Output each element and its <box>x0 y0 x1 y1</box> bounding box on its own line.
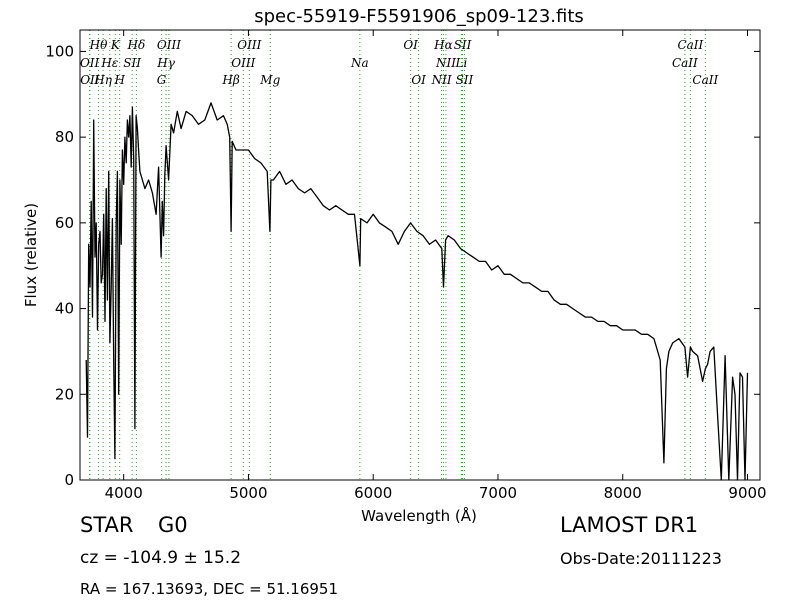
spectral-line-label: G <box>157 73 167 87</box>
spectral-line-label: H <box>113 73 125 87</box>
object-class: STAR <box>80 513 134 537</box>
object-subclass: G0 <box>158 513 188 537</box>
spectral-line-label: OII <box>80 73 100 87</box>
spectral-line-label: Na <box>350 56 369 70</box>
spectral-line-label: CaII <box>677 38 703 52</box>
x-tick-label: 6000 <box>354 484 392 502</box>
redshift-cz: cz = -104.9 ± 15.2 <box>80 548 242 568</box>
chart-title: spec-55919-F5591906_sp09-123.fits <box>254 6 584 27</box>
spectral-line-label: OI <box>403 38 418 52</box>
spectral-line-label: SII <box>456 73 474 87</box>
spectral-line-label: Hθ <box>89 38 108 52</box>
spectrum-series <box>85 102 749 481</box>
spectral-line-label: OIII <box>237 38 261 52</box>
observation-date: Obs-Date:20111223 <box>560 549 722 568</box>
coordinates-radec: RA = 167.13693, DEC = 51.16951 <box>80 580 339 598</box>
y-tick-label: 20 <box>55 385 74 403</box>
y-tick-label: 100 <box>45 42 74 60</box>
spectral-line-label: Hε <box>100 56 118 70</box>
y-tick-label: 60 <box>55 214 74 232</box>
x-axis-label: Wavelength (Å) <box>361 506 477 525</box>
x-tick-label: 5000 <box>229 484 267 502</box>
x-tick-label: 4000 <box>105 484 143 502</box>
survey-name: LAMOST DR1 <box>560 513 699 537</box>
y-tick-label: 0 <box>64 471 74 489</box>
spectral-line-markers <box>89 30 706 480</box>
y-axis-ticks: 0 20 40 60 80 100 <box>45 42 760 489</box>
x-tick-label: 8000 <box>604 484 642 502</box>
spectrum-line <box>85 102 749 481</box>
spectral-line-label: SII <box>123 56 141 70</box>
x-tick-label: 9000 <box>728 484 766 502</box>
spectral-line-label: CaII <box>672 56 698 70</box>
spectral-line-label: Hα <box>433 38 453 52</box>
y-axis-label: Flux (relative) <box>22 203 40 307</box>
x-axis-ticks: 4000 5000 6000 7000 8000 9000 <box>105 30 767 502</box>
y-tick-label: 40 <box>55 300 74 318</box>
y-tick-label: 80 <box>55 128 74 146</box>
spectral-line-label: SII <box>454 38 472 52</box>
spectral-line-label: Mg <box>259 73 280 87</box>
spectral-line-label: OIII <box>157 38 181 52</box>
spectral-line-label: Hγ <box>156 56 175 70</box>
x-tick-label: 7000 <box>479 484 517 502</box>
spectral-line-label: Hη <box>93 73 112 87</box>
spectral-line-label: OIII <box>231 56 255 70</box>
spectral-line-label: OI <box>411 73 426 87</box>
spectral-line-label: NII <box>431 73 452 87</box>
spectral-line-label: Hβ <box>221 73 239 87</box>
spectral-line-label: K <box>110 38 121 52</box>
spectral-line-label: CaII <box>692 73 718 87</box>
spectral-line-label: Hδ <box>127 38 146 52</box>
spectral-line-label: OII <box>80 56 100 70</box>
spectral-line-label: NII <box>435 56 456 70</box>
plot-frame <box>79 29 761 481</box>
spectral-line-label: Li <box>455 56 468 70</box>
